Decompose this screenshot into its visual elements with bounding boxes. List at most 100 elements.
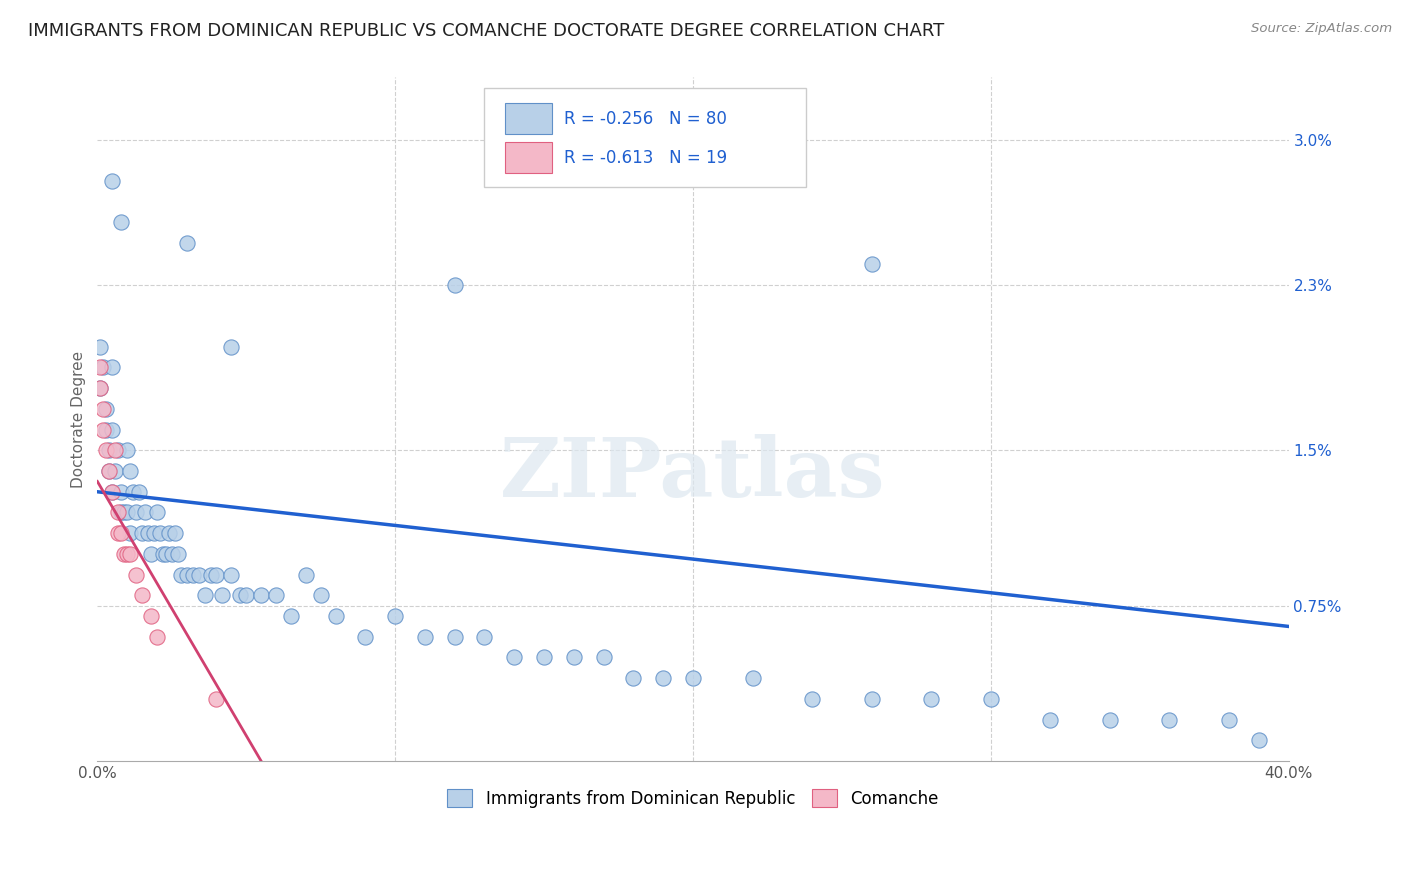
Point [139,609,162,624]
Point [115,443,138,458]
Point [101,174,124,188]
Point [139,547,162,561]
Point [89,381,111,395]
Point [125,567,148,582]
Point [384,609,406,624]
Point [176,236,198,251]
Point [89,360,111,375]
Point [187,567,209,582]
Point [149,526,172,541]
Point [107,443,129,458]
Point [160,547,183,561]
FancyBboxPatch shape [505,143,553,173]
Point [1098,713,1121,727]
Point [235,588,257,602]
Point [163,526,186,541]
Point [1247,733,1270,747]
Point [110,215,132,229]
Y-axis label: Doctorate Degree: Doctorate Degree [72,351,86,488]
Text: R = -0.256   N = 80: R = -0.256 N = 80 [564,110,727,128]
Point [211,588,233,602]
Point [146,630,169,644]
Point [107,506,129,520]
Point [120,464,142,478]
Point [533,650,555,665]
Point [309,588,332,602]
Point [413,630,436,644]
Point [112,506,135,520]
Point [562,650,585,665]
Point [200,567,222,582]
Point [115,547,138,561]
Point [280,609,302,624]
Point [104,464,127,478]
Point [101,360,124,375]
Point [98,443,121,458]
Point [741,671,763,685]
Point [120,547,142,561]
Point [1039,713,1062,727]
Point [110,526,132,541]
Text: Source: ZipAtlas.com: Source: ZipAtlas.com [1251,22,1392,36]
Text: R = -0.613   N = 19: R = -0.613 N = 19 [564,149,727,167]
Point [96,423,118,437]
Point [229,588,252,602]
Point [101,423,124,437]
Point [860,692,883,706]
Point [503,650,526,665]
Point [136,526,159,541]
Point [120,526,142,541]
FancyBboxPatch shape [485,87,806,186]
Text: IMMIGRANTS FROM DOMINICAN REPUBLIC VS COMANCHE DOCTORATE DEGREE CORRELATION CHAR: IMMIGRANTS FROM DOMINICAN REPUBLIC VS CO… [28,22,945,40]
Point [131,526,153,541]
Point [107,526,129,541]
Point [134,506,156,520]
Point [89,381,111,395]
Point [96,443,118,458]
Point [1159,713,1181,727]
Point [920,692,942,706]
Point [125,506,148,520]
Point [115,506,138,520]
Point [101,484,124,499]
Point [142,526,165,541]
Point [652,671,675,685]
Point [354,630,377,644]
Point [474,630,496,644]
Point [112,547,135,561]
Point [443,277,465,292]
Point [250,588,273,602]
Point [96,401,118,416]
Point [801,692,824,706]
Point [193,588,215,602]
Point [980,692,1002,706]
Point [592,650,614,665]
Point [91,360,114,375]
Point [101,484,124,499]
Point [205,692,228,706]
Point [128,484,150,499]
Point [166,547,188,561]
Point [91,401,114,416]
Point [205,567,228,582]
Point [98,464,121,478]
Point [264,588,287,602]
Point [146,506,169,520]
Legend: Immigrants from Dominican Republic, Comanche: Immigrants from Dominican Republic, Coma… [440,783,945,814]
Point [860,257,883,271]
Point [110,484,132,499]
Point [157,526,180,541]
Point [621,671,644,685]
Point [104,443,127,458]
Point [152,547,174,561]
Point [295,567,318,582]
FancyBboxPatch shape [505,103,553,134]
Point [110,506,132,520]
Text: ZIPatlas: ZIPatlas [501,434,886,514]
Point [98,464,121,478]
Point [131,588,153,602]
Point [221,340,243,354]
Point [221,567,243,582]
Point [181,567,204,582]
Point [1218,713,1240,727]
